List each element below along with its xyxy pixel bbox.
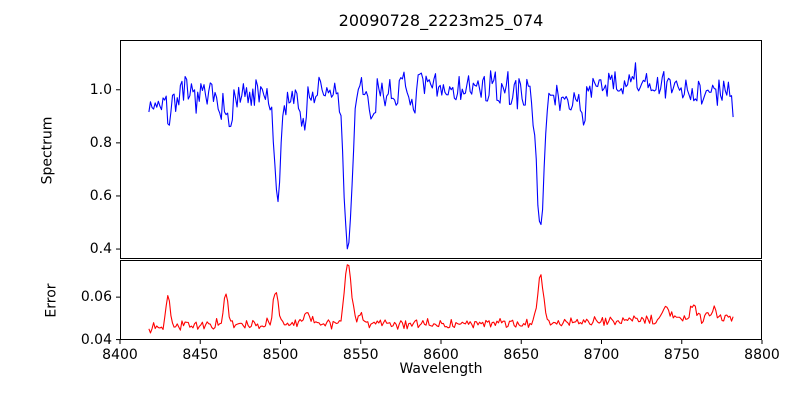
error-y-tick-label: 0.06 (80, 289, 112, 306)
x-tick-label: 8650 (503, 347, 540, 363)
spectrum-y-tick-label: 0.4 (89, 241, 112, 258)
flux-spectrum-line (148, 62, 734, 250)
x-tick-label: 8550 (342, 347, 379, 363)
x-tick-label: 8600 (423, 347, 459, 363)
spectrum-y-tick-label: 0.6 (89, 187, 112, 204)
chart-title: 20090728_2223m25_074 (338, 11, 544, 30)
x-axis-label: Wavelength (399, 361, 483, 377)
spectrum-y-tick-label: 0.8 (89, 134, 112, 151)
x-tick-label: 8500 (262, 347, 299, 363)
x-tick-label: 8400 (102, 347, 138, 363)
error-spectrum-line (148, 264, 734, 334)
x-tick-label: 8450 (182, 347, 219, 363)
x-tick-label: 8750 (663, 347, 700, 363)
error-y-tick-label: 0.04 (80, 331, 112, 348)
x-tick-label: 8800 (744, 347, 780, 363)
x-tick-label: 8700 (583, 347, 620, 363)
error-panel-spines (120, 260, 762, 340)
spectrum-y-tick-label: 1.0 (89, 81, 112, 98)
spectrum-panel-spines (120, 40, 762, 259)
